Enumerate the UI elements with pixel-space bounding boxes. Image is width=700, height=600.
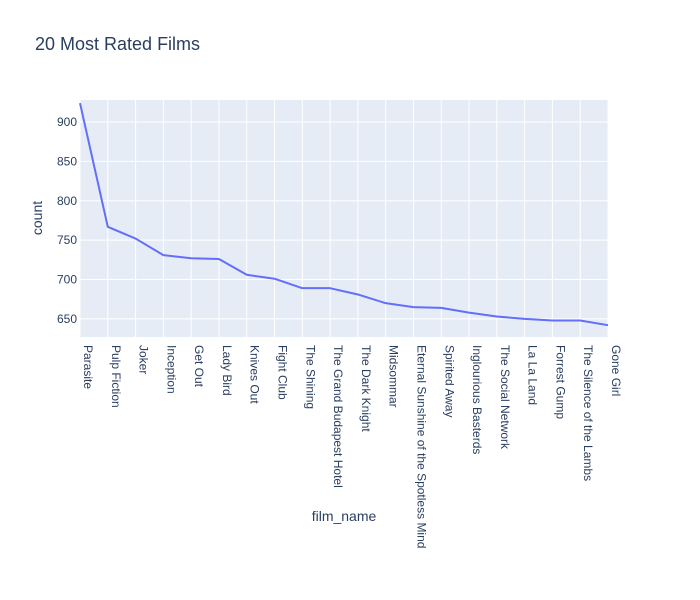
x-tick-label: Gone Girl: [609, 345, 623, 396]
x-tick-label: Joker: [137, 345, 151, 374]
x-tick-label: Eternal Sunshine of the Spotless Mind: [414, 345, 428, 548]
x-tick-label: Inglourious Basterds: [470, 345, 484, 454]
y-tick-label: 800: [57, 194, 77, 208]
x-tick-label: The Grand Budapest Hotel: [331, 345, 345, 488]
y-tick-label: 700: [57, 273, 77, 287]
x-tick-label: The Silence of the Lambs: [581, 345, 595, 481]
x-tick-label: Pulp Fiction: [109, 345, 123, 408]
x-tick-label: Parasite: [81, 345, 95, 389]
x-tick-label: Spirited Away: [442, 345, 456, 418]
x-tick-label: Knives Out: [248, 345, 262, 404]
x-tick-label: The Dark Knight: [359, 345, 373, 432]
x-tick-label: Lady Bird: [220, 345, 234, 396]
x-axis-ticks: Parasite Pulp Fiction Joker Inception Get Ou…: [81, 345, 623, 548]
x-tick-label: The Shining: [303, 345, 317, 409]
y-tick-label: 900: [57, 115, 77, 129]
x-tick-label: Midsommar: [387, 345, 401, 408]
x-axis-title: film_name: [312, 508, 377, 524]
x-tick-label: Forrest Gump: [553, 345, 567, 419]
plot-area: [80, 100, 608, 337]
x-tick-label: Fight Club: [276, 345, 290, 400]
y-tick-label: 650: [57, 312, 77, 326]
x-tick-label: Get Out: [192, 345, 206, 388]
chart-title: 20 Most Rated Films: [35, 34, 200, 54]
grid-lines: [79, 100, 609, 337]
x-tick-label: La La Land: [526, 345, 540, 405]
series-line: [79, 102, 609, 327]
y-tick-label: 850: [57, 154, 77, 168]
x-tick-label: Inception: [164, 345, 178, 394]
y-axis-ticks: 650 700 750 800 850 900: [57, 115, 77, 326]
y-axis-title: count: [29, 201, 45, 235]
y-tick-label: 750: [57, 233, 77, 247]
x-tick-label: The Social Network: [498, 345, 512, 450]
